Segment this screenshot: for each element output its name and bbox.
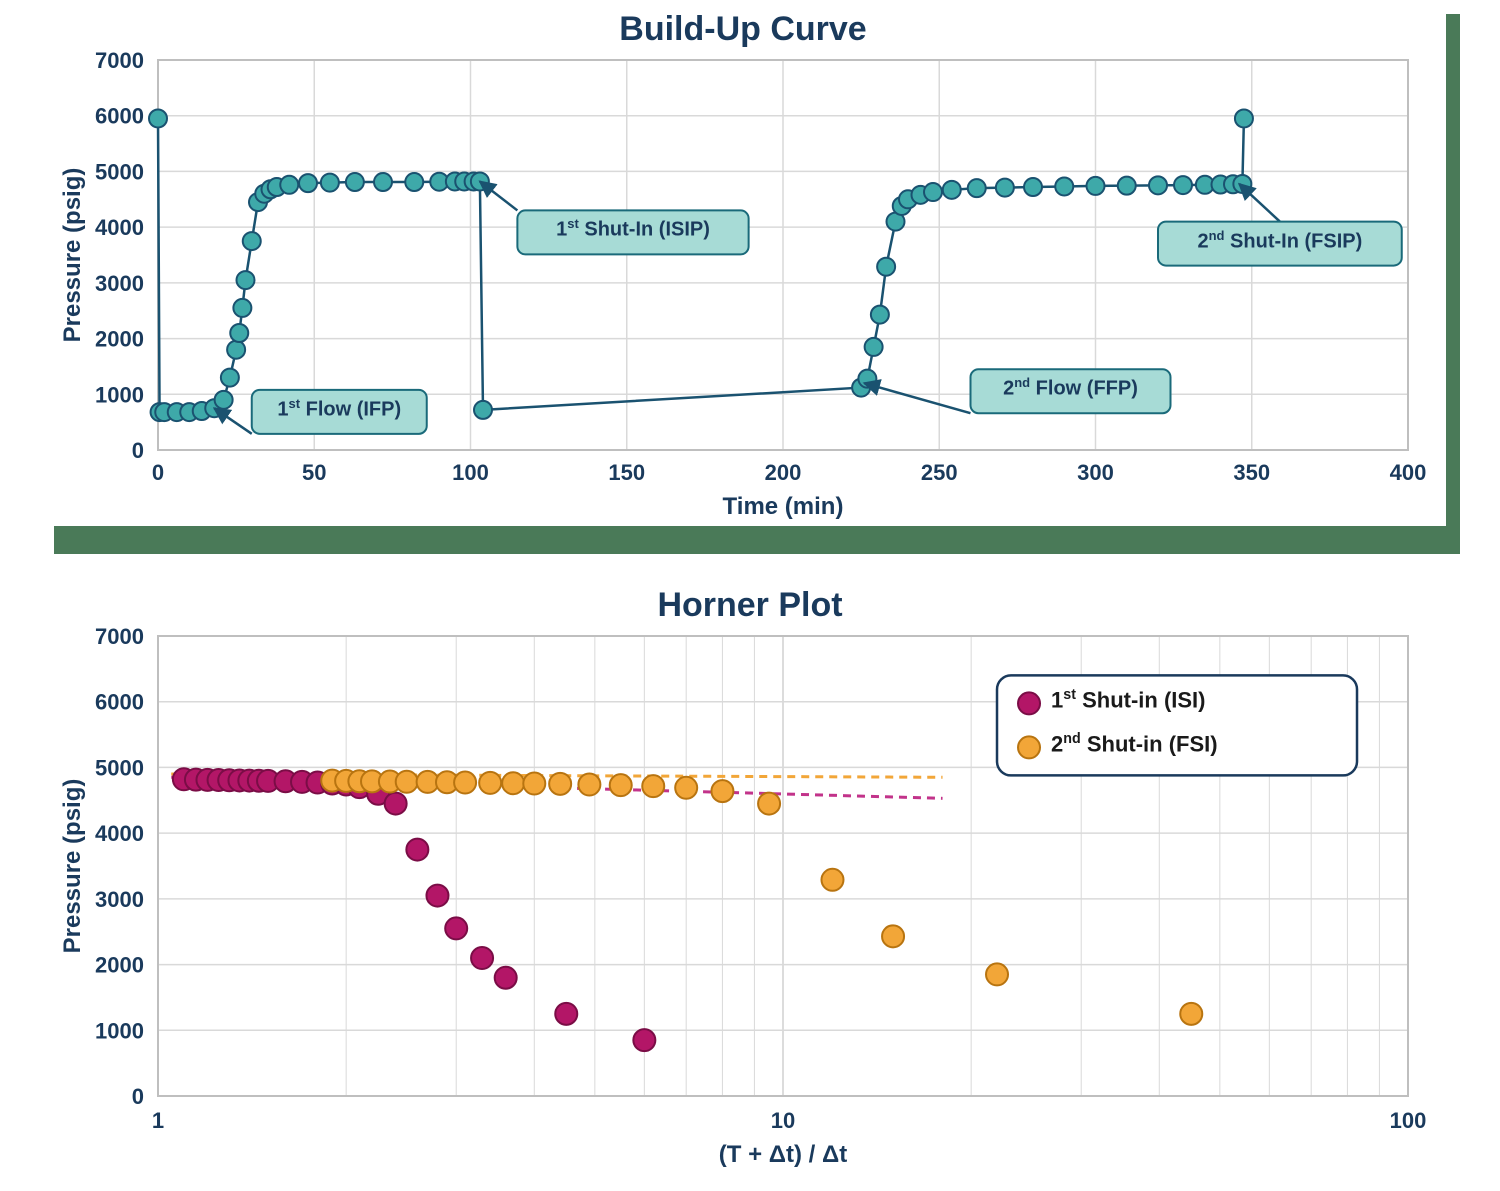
svg-text:Pressure (psig): Pressure (psig) (59, 779, 86, 954)
svg-text:3000: 3000 (95, 887, 144, 912)
svg-text:1000: 1000 (95, 382, 144, 407)
svg-text:0: 0 (132, 438, 144, 463)
svg-text:10: 10 (771, 1108, 795, 1133)
svg-text:6000: 6000 (95, 104, 144, 129)
svg-text:0: 0 (132, 1084, 144, 1109)
chart1-title: Build-Up Curve (619, 10, 866, 48)
svg-text:4000: 4000 (95, 215, 144, 240)
svg-text:5000: 5000 (95, 159, 144, 184)
svg-text:300: 300 (1077, 460, 1114, 485)
svg-text:7000: 7000 (95, 624, 144, 649)
svg-text:1: 1 (152, 1108, 164, 1133)
svg-text:50: 50 (302, 460, 326, 485)
svg-text:5000: 5000 (95, 755, 144, 780)
svg-text:4000: 4000 (95, 821, 144, 846)
svg-text:200: 200 (765, 460, 802, 485)
svg-text:350: 350 (1233, 460, 1270, 485)
svg-text:2000: 2000 (95, 327, 144, 352)
svg-text:100: 100 (452, 460, 489, 485)
chart2-plot-area: 010002000300040005000600070001101001st S… (59, 624, 1426, 1168)
svg-text:Pressure (psig): Pressure (psig) (59, 168, 86, 343)
svg-text:7000: 7000 (95, 48, 144, 73)
svg-text:6000: 6000 (95, 690, 144, 715)
svg-text:250: 250 (921, 460, 958, 485)
svg-text:2000: 2000 (95, 953, 144, 978)
buildup-curve-panel: Build-Up Curve 0501001502002503003504000… (0, 0, 1500, 560)
svg-text:Time (min): Time (min) (723, 493, 844, 520)
horner-plot-panel: Horner Plot 0 1000 2000 3000 4000 5000 6000 700… (0, 580, 1500, 1170)
buildup-curve-chart: Build-Up Curve 0501001502002503003504000… (40, 0, 1460, 560)
svg-text:400: 400 (1390, 460, 1427, 485)
svg-text:150: 150 (608, 460, 645, 485)
svg-text:1000: 1000 (95, 1018, 144, 1043)
horner-plot-chart: Horner Plot 0 1000 2000 3000 4000 5000 6000 700… (40, 580, 1460, 1170)
svg-text:3000: 3000 (95, 271, 144, 296)
chart2-title: Horner Plot (657, 586, 842, 624)
svg-text:(T + Δt) / Δt: (T + Δt) / Δt (719, 1141, 847, 1168)
svg-text:0: 0 (152, 460, 164, 485)
svg-text:100: 100 (1390, 1108, 1427, 1133)
